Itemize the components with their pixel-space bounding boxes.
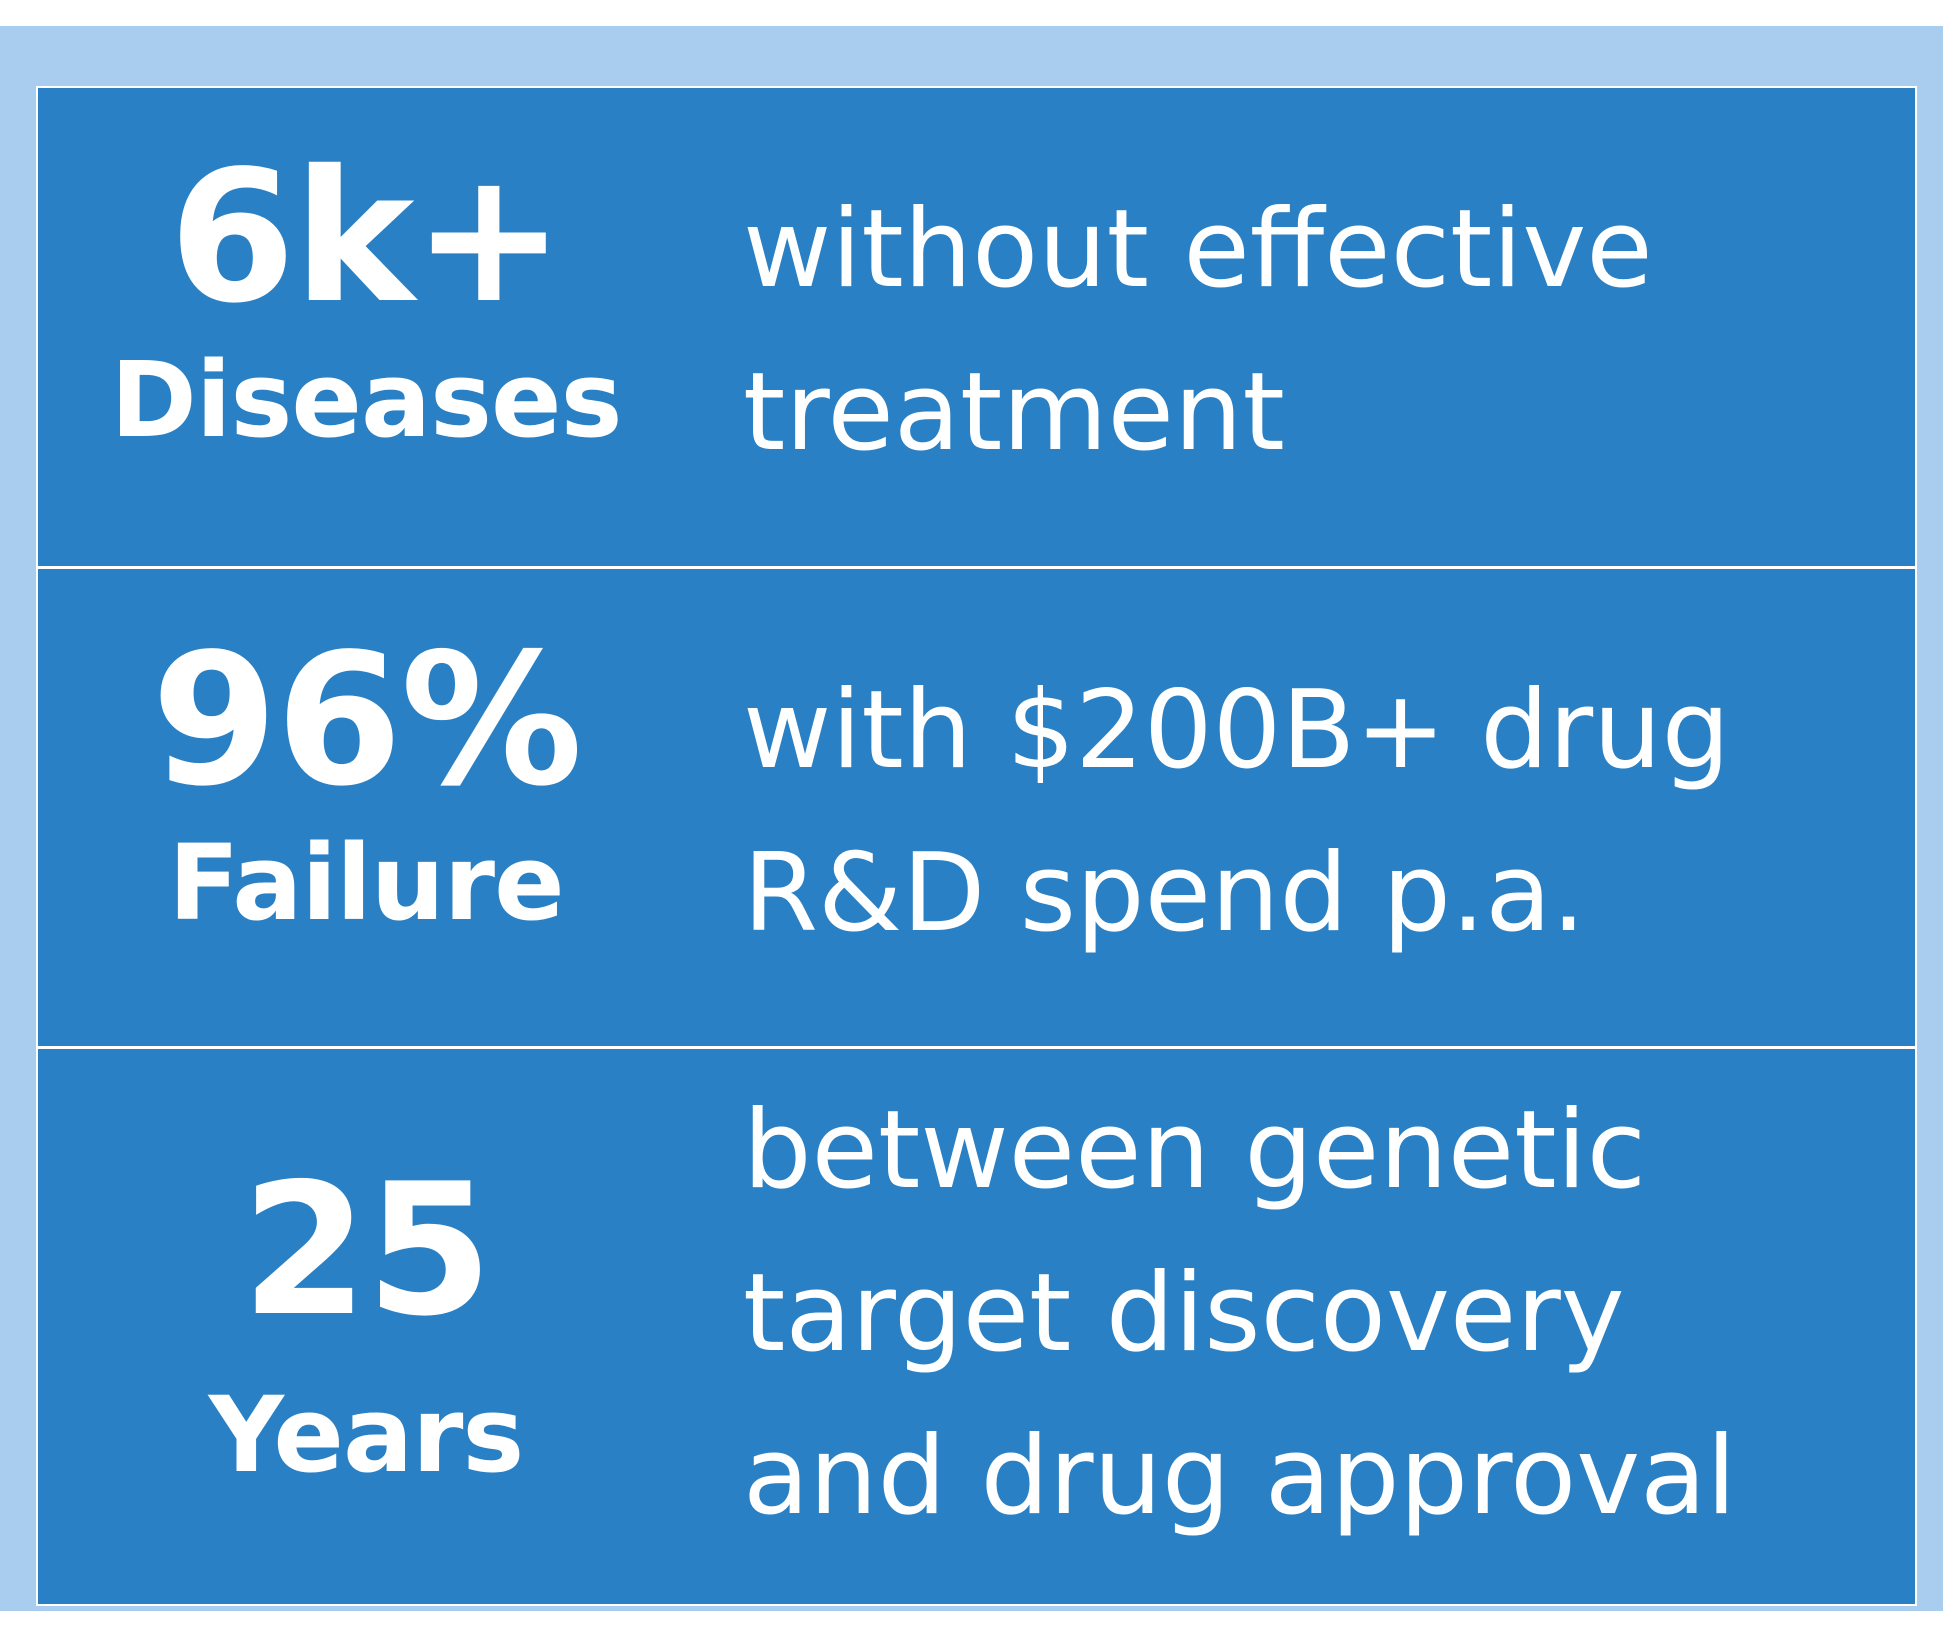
outer-frame: 6k+ Diseases without effective treatment… — [0, 26, 1943, 1611]
description-line: and drug approval — [743, 1414, 1737, 1539]
stat-row-diseases: 6k+ Diseases without effective treatment — [38, 88, 1915, 566]
description-line: between genetic — [743, 1088, 1646, 1213]
stat-unit: Diseases — [110, 339, 623, 461]
stat-block: 96% Failure — [38, 629, 694, 935]
stat-description: between genetic target discovery and dru… — [743, 1069, 1893, 1558]
stat-block: 6k+ Diseases — [38, 146, 694, 452]
description-line: treatment — [743, 350, 1285, 475]
stat-value: 96% — [151, 614, 583, 826]
description-line: without effective — [743, 187, 1653, 312]
stats-panel: 6k+ Diseases without effective treatment… — [36, 86, 1917, 1606]
description-line: with $200B+ drug — [743, 668, 1731, 793]
stat-description: with $200B+ drug R&D spend p.a. — [743, 649, 1893, 975]
stat-row-failure: 96% Failure with $200B+ drug R&D spend p… — [38, 566, 1915, 1046]
stat-value: 6k+ — [168, 131, 565, 343]
description-line: R&D spend p.a. — [743, 831, 1586, 956]
stat-description: without effective treatment — [743, 168, 1893, 494]
stat-unit: Failure — [168, 822, 564, 944]
description-line: target discovery — [743, 1251, 1625, 1376]
stat-block: 25 Years — [38, 1159, 694, 1487]
stat-value: 25 — [241, 1144, 492, 1356]
stat-unit: Years — [208, 1374, 525, 1496]
stat-row-years: 25 Years between genetic target discover… — [38, 1046, 1915, 1604]
